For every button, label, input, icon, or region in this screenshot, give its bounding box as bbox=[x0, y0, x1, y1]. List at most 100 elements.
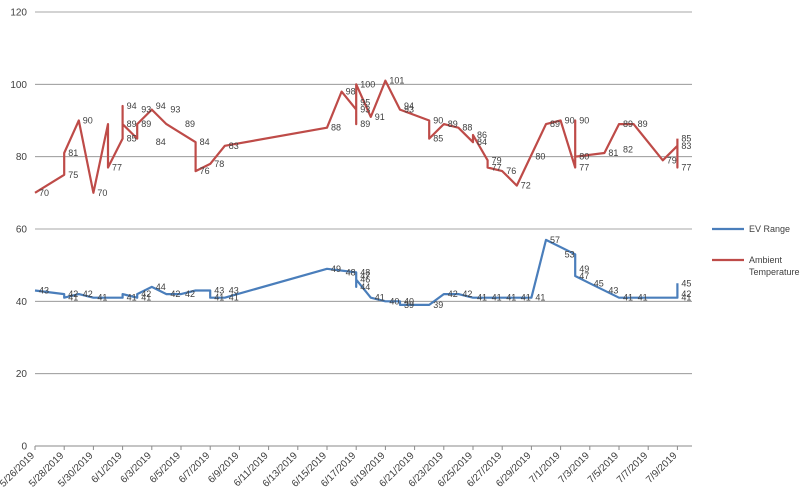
ambient-temperature-data-label: 89 bbox=[550, 119, 560, 129]
ambient-temperature-data-label: 83 bbox=[229, 141, 239, 151]
ambient-temperature-data-label: 89 bbox=[185, 119, 195, 129]
legend-label-ambient-temperature: Ambient bbox=[749, 255, 783, 265]
ev-range-data-label: 41 bbox=[375, 293, 385, 303]
ev-range-data-label: 42 bbox=[68, 289, 78, 299]
ev-range-data-label: 48 bbox=[346, 267, 356, 277]
series-lines bbox=[34, 79, 679, 306]
ambient-temperature-data-label: 85 bbox=[433, 134, 443, 144]
ev-range-data-label: 47 bbox=[579, 271, 589, 281]
ambient-temperature-data-label: 77 bbox=[112, 163, 122, 173]
ev-range-data-label: 41 bbox=[521, 293, 531, 303]
ambient-temperature-data-label: 79 bbox=[492, 155, 502, 165]
ambient-temperature-data-label: 93 bbox=[360, 105, 370, 115]
ambient-temperature-data-label: 89 bbox=[141, 119, 151, 129]
ambient-temperature-data-label: 76 bbox=[200, 166, 210, 176]
x-tick-label: 7/9/2019 bbox=[644, 450, 680, 486]
ambient-temperature-data-label: 82 bbox=[623, 144, 633, 154]
ev-range-data-label: 39 bbox=[404, 300, 414, 310]
ev-range-data-label: 42 bbox=[185, 289, 195, 299]
ambient-temperature-data-label: 89 bbox=[448, 119, 458, 129]
ev-range-data-label: 41 bbox=[127, 293, 137, 303]
ev-range-data-label: 46 bbox=[360, 275, 370, 285]
ev-range-data-label: 44 bbox=[156, 282, 166, 292]
ev-range-data-label: 41 bbox=[681, 293, 691, 303]
ev-range-data-label: 40 bbox=[404, 296, 414, 306]
ambient-temperature-data-label: 70 bbox=[97, 188, 107, 198]
ambient-temperature-data-label: 77 bbox=[492, 163, 502, 173]
ambient-temperature-data-label: 100 bbox=[360, 79, 375, 89]
ev-range-data-label: 49 bbox=[579, 264, 589, 274]
ev-range-data-label: 41 bbox=[506, 293, 516, 303]
legend: EV Range Ambient Temperature bbox=[712, 224, 800, 277]
ambient-temperature-data-label: 86 bbox=[477, 130, 487, 140]
ev-range-data-label: 41 bbox=[492, 293, 502, 303]
ambient-temperature-data-label: 95 bbox=[360, 97, 370, 107]
ev-range-data-label: 41 bbox=[638, 293, 648, 303]
y-axis-tick-labels: 0 20 40 60 80 100 120 bbox=[10, 8, 27, 453]
ev-range-data-label: 43 bbox=[608, 285, 618, 295]
ev-range-data-label: 42 bbox=[83, 289, 93, 299]
ambient-temperature-data-label: 75 bbox=[68, 170, 78, 180]
ambient-temperature-data-label: 89 bbox=[127, 119, 137, 129]
ambient-temperature-data-label: 94 bbox=[156, 101, 166, 111]
y-tick-label: 120 bbox=[10, 8, 27, 19]
ambient-temperature-data-label: 88 bbox=[462, 123, 472, 133]
ev-range-data-label: 43 bbox=[39, 285, 49, 295]
ev-range-data-label: 43 bbox=[214, 285, 224, 295]
ev-range-data-label: 40 bbox=[389, 296, 399, 306]
y-tick-label: 0 bbox=[21, 442, 27, 453]
ambient-temperature-data-label: 84 bbox=[477, 137, 487, 147]
ambient-temperature-data-label: 81 bbox=[68, 148, 78, 158]
ambient-temperature-data-label: 84 bbox=[156, 137, 166, 147]
ambient-temperature-data-label: 77 bbox=[681, 163, 691, 173]
ev-range-data-label: 41 bbox=[214, 293, 224, 303]
ambient-temperature-data-label: 81 bbox=[608, 148, 618, 158]
gridlines bbox=[35, 11, 692, 447]
ev-range-data-label: 41 bbox=[68, 293, 78, 303]
ambient-temperature-data-label: 90 bbox=[579, 116, 589, 126]
legend-label-ambient-temperature-line2: Temperature bbox=[749, 267, 800, 277]
ev-range-data-label: 41 bbox=[477, 293, 487, 303]
y-tick-label: 40 bbox=[16, 297, 28, 308]
ambient-temperature-data-label: 89 bbox=[638, 119, 648, 129]
ambient-temperature-data-label: 80 bbox=[535, 152, 545, 162]
ev-range-data-label: 42 bbox=[141, 289, 151, 299]
legend-label-ev-range: EV Range bbox=[749, 224, 790, 234]
ambient-temperature-data-label: 85 bbox=[127, 134, 137, 144]
ev-range-data-label: 53 bbox=[565, 249, 575, 259]
ambient-temperature-data-label: 93 bbox=[141, 105, 151, 115]
ambient-temperature-data-label: 89 bbox=[623, 119, 633, 129]
ambient-temperature-data-label: 70 bbox=[39, 188, 49, 198]
ambient-temperature-data-label: 93 bbox=[170, 105, 180, 115]
ambient-temperature-data-label: 77 bbox=[579, 163, 589, 173]
ev-range-data-label: 49 bbox=[331, 264, 341, 274]
y-tick-label: 20 bbox=[16, 369, 28, 380]
ev-range-data-label: 41 bbox=[623, 293, 633, 303]
ambient-temperature-data-label: 72 bbox=[521, 181, 531, 191]
y-tick-label: 100 bbox=[10, 80, 27, 91]
ev-range-data-label: 41 bbox=[97, 293, 107, 303]
ev-range-data-label: 42 bbox=[681, 289, 691, 299]
ev-range-data-label: 42 bbox=[170, 289, 180, 299]
ev-range-data-label: 45 bbox=[681, 278, 691, 288]
ambient-temperature-data-label: 83 bbox=[681, 141, 691, 151]
ambient-temperature-data-label: 90 bbox=[83, 116, 93, 126]
y-tick-label: 60 bbox=[16, 225, 28, 236]
ambient-temperature-data-label: 76 bbox=[506, 166, 516, 176]
ev-range-data-label: 45 bbox=[594, 278, 604, 288]
ambient-temperature-data-label: 94 bbox=[404, 101, 414, 111]
y-tick-label: 80 bbox=[16, 152, 28, 163]
ambient-temperature-data-label: 94 bbox=[127, 101, 137, 111]
ambient-temperature-data-label: 91 bbox=[375, 112, 385, 122]
ambient-temperature-data-label: 84 bbox=[200, 137, 210, 147]
ambient-temperature-data-label: 88 bbox=[331, 123, 341, 133]
ambient-temperature-data-label: 80 bbox=[579, 152, 589, 162]
ev-range-data-label: 43 bbox=[229, 285, 239, 295]
ambient-temperature-data-label: 89 bbox=[360, 119, 370, 129]
ambient-temperature-line bbox=[34, 79, 679, 194]
ambient-temperature-data-label: 93 bbox=[404, 105, 414, 115]
ev-range-data-label: 47 bbox=[360, 271, 370, 281]
ambient-temperature-data-label: 98 bbox=[346, 87, 356, 97]
